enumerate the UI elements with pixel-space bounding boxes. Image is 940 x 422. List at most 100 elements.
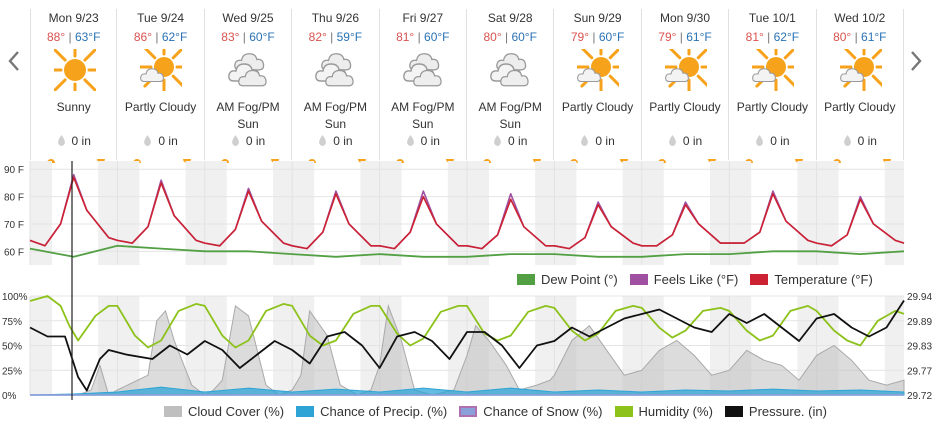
- night-band: [554, 161, 577, 265]
- day-column[interactable]: Fri 9/27 81° | 60°F AM Fog/PM Sun 0 in: [380, 9, 467, 163]
- night-band: [884, 161, 904, 265]
- low-temp: 61°F: [686, 30, 712, 44]
- condition-text: Partly Cloudy: [736, 100, 809, 114]
- day-name: Thu 9/26: [311, 11, 360, 25]
- day-name: Mon 9/30: [659, 11, 711, 25]
- precip-amount: 0 in: [292, 134, 378, 148]
- pressure-tick-label: 29.94: [907, 292, 932, 303]
- legend-swatch: [164, 406, 182, 417]
- legend-item[interactable]: Dew Point (°): [517, 272, 618, 287]
- high-temp: 81°: [396, 30, 415, 44]
- legend-label: Humidity (%): [638, 404, 713, 419]
- day-column[interactable]: Wed 9/25 83° | 60°F AM Fog/PM Sun 0 in: [205, 9, 293, 163]
- condition-text: Partly Cloudy: [124, 100, 197, 114]
- legend-label: Cloud Cover (%): [188, 404, 285, 419]
- legend-swatch: [750, 274, 769, 285]
- day-name: Tue 9/24: [137, 11, 185, 25]
- legend-label: Chance of Snow (%): [483, 404, 603, 419]
- day-column[interactable]: Mon 9/23 88° | 63°F Sunny 0 in: [30, 9, 118, 163]
- temperature-line: [29, 176, 905, 250]
- raindrop-icon: [143, 134, 158, 148]
- sunny-icon: [43, 38, 107, 102]
- high-temp: 83°: [221, 30, 240, 44]
- precip-amount: 0 in: [467, 134, 553, 148]
- cloudy-icon: [227, 49, 270, 91]
- legend-swatch: [517, 274, 535, 285]
- day-temps: 82° | 59°F: [308, 30, 363, 44]
- night-band: [622, 161, 642, 265]
- day-temps: 81° | 60°F: [396, 30, 450, 44]
- day-column[interactable]: Sat 9/28 80° | 60°F AM Fog/PM Sun 0 in: [467, 9, 555, 163]
- legend-item[interactable]: Chance of Snow (%): [459, 404, 603, 419]
- legend-item[interactable]: Temperature (°F): [750, 272, 873, 287]
- low-temp: 63°F: [74, 30, 101, 44]
- high-temp: 86°: [133, 30, 153, 44]
- legend-label: Pressure. (in): [748, 404, 827, 419]
- high-temp: 79°: [658, 30, 677, 44]
- y-tick-label: 60 F: [4, 247, 24, 258]
- pressure-tick-label: 29.77: [907, 366, 932, 377]
- high-temp: 81°: [745, 30, 764, 44]
- legend-item[interactable]: Pressure. (in): [724, 404, 827, 419]
- y-tick-label: 50%: [2, 342, 22, 353]
- precip-amount: 0 in: [642, 134, 728, 148]
- night-band: [360, 161, 380, 265]
- condition-text: AM Fog/PM Sun: [216, 100, 280, 131]
- pressure-tick-label: 29.89: [907, 317, 932, 328]
- precip-amount: 0 in: [117, 134, 203, 148]
- high-temp: 82°: [308, 30, 327, 44]
- day-name: Tue 10/1: [748, 11, 796, 25]
- condition-text: Partly Cloudy: [649, 100, 721, 114]
- y-tick-label: 25%: [2, 366, 22, 377]
- condition-text: Partly Cloudy: [561, 100, 634, 114]
- conditions-chart: 100% 29.94 75% 29.89 50% 29.83 25% 29.77 0% 29.72: [2, 285, 932, 400]
- day-column[interactable]: Wed 10/2 80° | 61°F Partly Cloudy 0 in: [817, 9, 904, 163]
- night-band: [447, 161, 467, 265]
- raindrop-icon: [580, 134, 595, 148]
- legend-item[interactable]: Feels Like (°F): [629, 272, 738, 287]
- low-temp: 60°F: [511, 30, 537, 44]
- day-column[interactable]: Sun 9/29 79° | 60°F Partly Cloudy 0 in: [554, 9, 642, 163]
- day-column[interactable]: Tue 10/1 81° | 62°F Partly Cloudy 0 in: [729, 9, 817, 163]
- legend-swatch: [629, 274, 648, 285]
- partly-cloudy-icon: [835, 38, 893, 96]
- cloudy-icon: [490, 49, 532, 91]
- low-temp: 61°F: [861, 30, 887, 44]
- day-name: Sat 9/28: [487, 11, 533, 25]
- legend-label: Chance of Precip. (%): [320, 404, 448, 419]
- day-column[interactable]: Thu 9/26 82° | 59°F AM Fog/PM Sun 0 in: [292, 9, 380, 163]
- day-temps: 88° | 63°F: [46, 30, 101, 44]
- legend-item[interactable]: Chance of Precip. (%): [296, 404, 447, 419]
- day-temps: 86° | 62°F: [133, 30, 188, 44]
- night-band: [185, 161, 205, 265]
- raindrop-icon: [493, 134, 508, 148]
- day-temps: 79° | 61°F: [658, 30, 712, 44]
- next-arrow[interactable]: [908, 48, 924, 74]
- day-name: Sun 9/29: [573, 11, 622, 25]
- dew-point-line: [29, 244, 905, 258]
- high-temp: 88°: [46, 30, 66, 44]
- raindrop-icon: [57, 134, 72, 148]
- condition-text: AM Fog/PM Sun: [478, 100, 542, 131]
- y-tick-label: 100%: [2, 292, 28, 303]
- day-temps: 80° | 61°F: [833, 30, 887, 44]
- day-column[interactable]: Mon 9/30 79° | 61°F Partly Cloudy 0 in: [642, 9, 730, 163]
- low-temp: 62°F: [773, 30, 800, 44]
- temperature-legend: Dew Point (°) Feels Like (°F) Temperature …: [505, 272, 873, 287]
- chevron-right-icon: [911, 51, 922, 71]
- day-name: Fri 9/27: [402, 11, 444, 25]
- legend-item[interactable]: Humidity (%): [614, 404, 713, 419]
- prev-arrow[interactable]: [6, 48, 22, 74]
- day-temps: 79° | 60°F: [570, 30, 625, 44]
- condition-text: AM Fog/PM Sun: [391, 100, 455, 131]
- legend-swatch: [296, 406, 315, 417]
- high-temp: 80°: [833, 30, 852, 44]
- raindrop-icon: [318, 134, 333, 148]
- low-temp: 62°F: [161, 30, 188, 44]
- condition-text: AM Fog/PM Sun: [303, 100, 368, 131]
- legend-item[interactable]: Cloud Cover (%): [164, 404, 284, 419]
- y-tick-label: 0%: [2, 391, 17, 400]
- y-tick-label: 70 F: [4, 220, 24, 231]
- day-column[interactable]: Tue 9/24 86° | 62°F Partly Cloudy 0 in: [117, 9, 205, 163]
- day-name: Wed 9/25: [222, 11, 274, 25]
